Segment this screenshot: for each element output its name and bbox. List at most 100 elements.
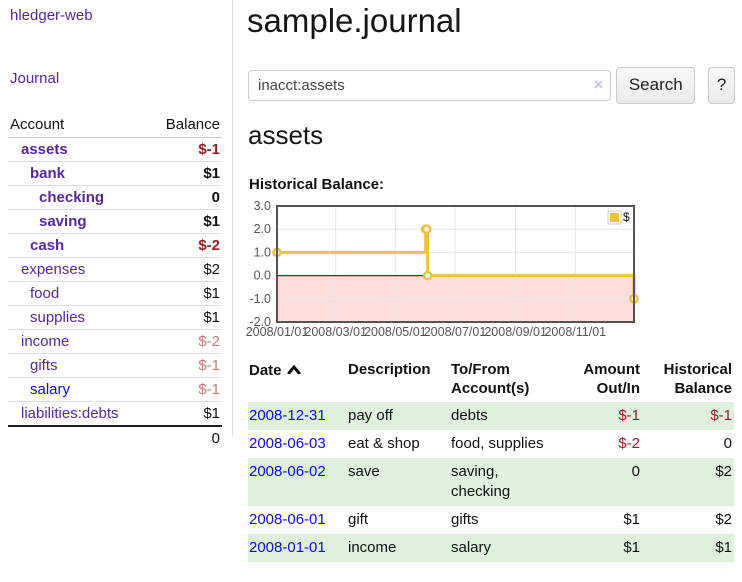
account-row: food $1 [8,281,222,306]
transaction-date-link[interactable]: 2008-06-03 [249,435,326,452]
y-tick-label: 2.0 [254,222,271,236]
account-row: income $-2 [8,329,222,354]
account-link[interactable]: food [30,285,60,302]
sidebar: hledger-web Journal Account Balance asse… [0,0,232,582]
transaction-row[interactable]: 2008-01-01 income salary $1 $1 [248,534,734,562]
transaction-row[interactable]: 2008-06-01 gift gifts $1 $2 [248,506,734,534]
transaction-date: 2008-06-02 [248,458,347,506]
account-balance: $1 [148,305,222,330]
account-link[interactable]: cash [30,237,65,254]
transaction-amount: $1 [562,534,642,562]
y-tick-label: -2.0 [249,315,271,329]
transaction-amount: $-2 [618,435,640,452]
transaction-date: 2008-06-03 [248,430,347,458]
accounts-total-value: 0 [148,425,222,450]
transaction-date: 2008-01-01 [248,534,347,562]
transaction-accounts: food, supplies [451,435,544,452]
y-tick-label: -1.0 [249,292,271,306]
sidebar-divider [232,0,233,437]
account-link[interactable]: salary [30,381,71,398]
transaction-accounts: debts [450,402,562,430]
column-header-description: Description [348,361,431,378]
chart-title: Historical Balance: [249,176,385,193]
transaction-date-link[interactable]: 2008-12-31 [249,407,326,424]
transaction-row[interactable]: 2008-06-03 eat & shop food, supplies $-2 0 [248,430,734,458]
help-button[interactable]: ? [708,66,735,104]
transaction-description: eat & shop [348,435,420,452]
account-link[interactable]: saving [39,213,87,230]
account-link[interactable]: bank [30,165,66,182]
account-balance: 0 [148,185,222,210]
transaction-row[interactable]: 2008-12-31 pay off debts $-1 $-1 [248,402,734,430]
transaction-date: 2008-06-01 [248,506,347,534]
account-link[interactable]: checking [39,189,105,206]
x-tick-label: 2008/07/01 [424,325,487,339]
account-heading: assets [248,120,324,150]
account-balance: $-2 [148,233,222,258]
account-row: supplies $1 [8,305,222,330]
account-balance: $1 [148,401,222,427]
sidebar-item-journal[interactable]: Journal [10,70,60,87]
transaction-accounts: gifts [451,511,479,528]
chart-canvas: $3.0 2.0 1.0 0.0 -1.0 -2.02008/01/012008/03/0… [246,199,639,339]
account-balance: $-1 [148,353,222,378]
transaction-description: gift [348,511,369,528]
column-header-accounts: To/From Account(s) [451,361,530,397]
account-row: assets $-1 [8,137,222,162]
sort-ascending-icon [287,360,301,379]
transaction-amount: $-1 [562,402,642,430]
column-header-date[interactable]: Date [248,358,347,402]
transaction-balance: $-1 [642,402,734,430]
clear-search-icon[interactable]: × [593,74,604,94]
account-balance: $1 [148,281,222,306]
account-link[interactable]: gifts [30,357,58,374]
search-box: × [248,69,612,101]
transaction-date-link[interactable]: 2008-06-02 [249,463,326,480]
account-link[interactable]: supplies [30,309,86,326]
x-tick-label: 2008/11/01 [544,325,606,339]
transaction-accounts: saving, checking [450,458,562,506]
account-link[interactable]: expenses [21,261,86,278]
transaction-balance: $2 [642,458,734,506]
account-balance: $-1 [148,377,222,402]
account-balance: $-1 [148,137,222,162]
x-tick-label: 2008/01/01 [246,325,309,339]
transaction-description: save [347,458,450,506]
account-row: bank $1 [8,161,222,186]
search-button[interactable]: Search [616,66,696,104]
account-link[interactable]: income [21,333,70,350]
transaction-balance: $2 [715,511,732,528]
account-balance: $-2 [148,329,222,354]
transaction-row[interactable]: 2008-06-02 save saving, checking 0 $2 [248,458,734,506]
transaction-amount: $1 [623,511,640,528]
page-title: sample.journal [247,2,462,39]
accounts-balance-table: Account Balance assets $-1 bank $1 checking 0… [8,113,222,450]
column-header-amount: Amount Out/In [583,361,640,397]
legend-series-label: $ [623,210,630,224]
transaction-date-link[interactable]: 2008-06-01 [249,511,326,528]
transaction-date-link[interactable]: 2008-01-01 [249,539,326,556]
account-row: liabilities:debts $1 [8,401,222,427]
transaction-description: income [347,534,450,562]
account-balance: $1 [148,161,222,186]
search-form: × Search ? [248,66,735,104]
search-input[interactable] [248,69,612,101]
transaction-amount: 0 [562,458,642,506]
account-link[interactable]: assets [21,141,68,158]
account-row: expenses $2 [8,257,222,282]
account-link[interactable]: liabilities:debts [21,405,119,422]
y-tick-label: 3.0 [254,200,271,213]
balance-column-header: Balance [148,113,222,138]
y-tick-label: 0.0 [254,269,271,283]
x-tick-label: 2008/05/01 [364,325,427,339]
transaction-date: 2008-12-31 [248,402,347,430]
y-tick-label: 1.0 [254,245,271,259]
transaction-balance: 0 [723,435,732,452]
account-row: gifts $-1 [8,353,222,378]
app-brand-link[interactable]: hledger-web [10,7,93,24]
transaction-accounts: salary [450,534,562,562]
legend-series-swatch [610,213,619,222]
transactions-table: Date Description To/From Account(s) Amou… [248,358,734,562]
account-row: saving $1 [8,209,222,234]
